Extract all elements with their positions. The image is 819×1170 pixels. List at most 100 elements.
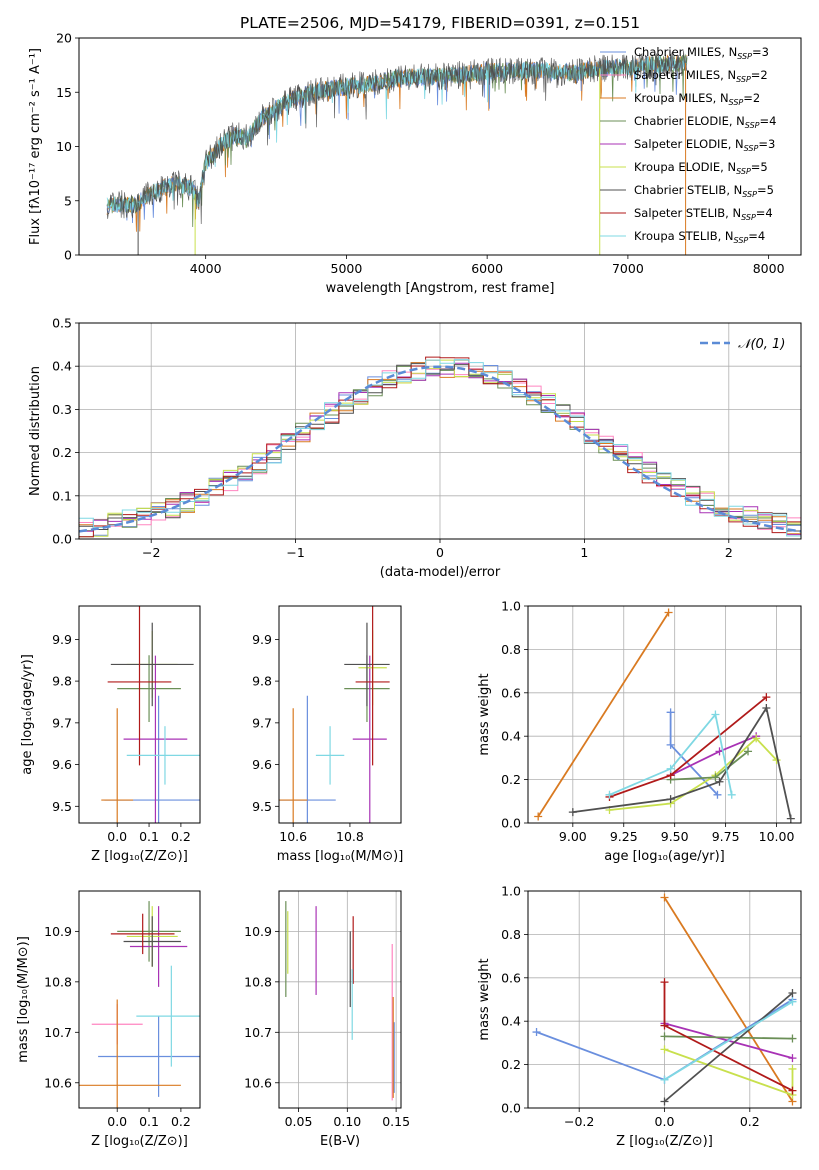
age-weight-marker bbox=[664, 608, 673, 617]
z-weight-ytick-label: 0.0 bbox=[501, 1101, 521, 1116]
legend-label: Salpeter ELODIE, NSSP=3 bbox=[634, 137, 775, 153]
mass-age-ytick-label: 9.9 bbox=[252, 632, 272, 647]
residuals-xtick-label: 1 bbox=[580, 545, 588, 560]
age-weight-ytick-label: 0.0 bbox=[501, 816, 521, 831]
ebv-mass-xtick-label: 0.10 bbox=[333, 1114, 361, 1129]
z-age-ytick-label: 9.7 bbox=[52, 715, 72, 730]
legend-label: Kroupa STELIB, NSSP=4 bbox=[634, 229, 765, 245]
residuals-xtick-label: −1 bbox=[286, 545, 304, 560]
z-weight-ylabel: mass weight bbox=[477, 958, 492, 1040]
age-weight-marker bbox=[666, 764, 675, 773]
mass-age-ytick-label: 9.8 bbox=[252, 674, 272, 689]
age-weight-xtick-label: 9.25 bbox=[610, 829, 638, 844]
z-mass-ytick-label: 10.6 bbox=[44, 1075, 72, 1090]
residuals-ytick-label: 0.0 bbox=[52, 532, 72, 547]
ebv-mass-ytick-label: 10.9 bbox=[244, 924, 272, 939]
age-weight-marker bbox=[762, 693, 771, 702]
z-mass-xtick-label: 0.0 bbox=[107, 1114, 127, 1129]
z-weight-marker bbox=[788, 1064, 797, 1073]
spectrum-xtick-label: 5000 bbox=[331, 261, 363, 276]
spectrum-xlabel: wavelength [Angstrom, rest frame] bbox=[326, 281, 555, 296]
mass-age-plot-area bbox=[279, 606, 390, 823]
age-weight-frame bbox=[527, 605, 802, 824]
residual-hist-salpeter-stelib bbox=[79, 356, 801, 538]
age-weight-marker bbox=[715, 777, 724, 786]
spectrum-ytick-label: 5 bbox=[64, 193, 72, 208]
residual-hist-chabrier-stelib bbox=[79, 363, 801, 532]
z-weight-marker bbox=[788, 997, 797, 1006]
z-weight-series-4 bbox=[664, 1035, 793, 1040]
residuals-xtick-label: −2 bbox=[142, 545, 160, 560]
z-weight-ytick-label: 0.2 bbox=[501, 1057, 521, 1072]
z-age-xtick-label: 0.1 bbox=[139, 829, 159, 844]
ebv-mass-ytick-label: 10.8 bbox=[244, 974, 272, 989]
mass-age-xlabel: mass [log₁₀(M/M⊙)] bbox=[277, 849, 404, 864]
spectrum-panel: 4000 5000 6000 7000 8000 0 5 10 15 20 wavelength [… bbox=[28, 14, 802, 296]
age-weight-marker bbox=[786, 814, 795, 823]
legend-label: Chabrier STELIB, NSSP=5 bbox=[634, 183, 774, 199]
age-weight-panel: 9.00 9.25 9.50 9.75 10.00 0.0 0.2 0.4 0.6 0.8 1.0 a… bbox=[477, 599, 802, 864]
z-age-panel: 0.0 0.1 0.2 9.5 9.6 9.7 9.8 9.9 Z [log₁₀(Z/Z⊙)] a… bbox=[20, 605, 201, 864]
age-weight-marker bbox=[711, 773, 720, 782]
age-weight-xlabel: age [log₁₀(age/yr)] bbox=[604, 849, 725, 864]
z-weight-ytick-label: 0.6 bbox=[501, 970, 521, 985]
residuals-ytick-label: 0.4 bbox=[52, 359, 72, 374]
age-weight-marker bbox=[568, 808, 577, 817]
legend-label: Kroupa ELODIE, NSSP=5 bbox=[634, 160, 768, 176]
spectrum-xtick-label: 8000 bbox=[753, 261, 785, 276]
legend-label: Kroupa MILES, NSSP=2 bbox=[634, 91, 760, 107]
z-mass-ytick-label: 10.7 bbox=[44, 1025, 72, 1040]
age-weight-marker bbox=[713, 790, 722, 799]
legend-label: Chabrier MILES, NSSP=3 bbox=[634, 45, 769, 61]
spectrum-ytick-label: 15 bbox=[56, 85, 72, 100]
age-weight-marker bbox=[711, 710, 720, 719]
residuals-panel: −2 −1 0 1 2 0.0 0.1 0.2 0.3 0.4 0.5 (data-model)/er… bbox=[28, 316, 802, 580]
z-age-ylabel: age [log₁₀(age/yr)] bbox=[20, 654, 35, 775]
age-weight-marker bbox=[727, 790, 736, 799]
z-mass-plot-area bbox=[79, 901, 200, 1108]
ebv-mass-frame bbox=[278, 890, 402, 1109]
ebv-mass-ytick-label: 10.6 bbox=[244, 1075, 272, 1090]
mass-age-ytick-label: 9.6 bbox=[252, 757, 272, 772]
z-weight-xtick-label: −0.2 bbox=[564, 1114, 594, 1129]
z-weight-ytick-label: 0.8 bbox=[501, 927, 521, 942]
z-age-xtick-label: 0.0 bbox=[107, 829, 127, 844]
mass-age-ytick-label: 9.5 bbox=[252, 799, 272, 814]
age-weight-marker bbox=[605, 790, 614, 799]
z-age-ytick-label: 9.6 bbox=[52, 757, 72, 772]
residuals-ytick-label: 0.1 bbox=[52, 488, 72, 503]
age-weight-xtick-label: 9.00 bbox=[559, 829, 587, 844]
z-weight-xtick-label: 0.0 bbox=[655, 1114, 675, 1129]
z-weight-ytick-label: 0.4 bbox=[501, 1014, 521, 1029]
z-mass-ylabel: mass [log₁₀(M/M⊙)] bbox=[16, 936, 31, 1063]
age-weight-ytick-label: 0.4 bbox=[501, 729, 521, 744]
residuals-xtick-label: 0 bbox=[436, 545, 444, 560]
ebv-mass-xlabel: E(B-V) bbox=[320, 1134, 360, 1149]
z-mass-ytick-label: 10.9 bbox=[44, 924, 72, 939]
mass-age-xtick-label: 10.8 bbox=[336, 829, 364, 844]
residuals-frame bbox=[78, 322, 802, 540]
z-mass-xtick-label: 0.2 bbox=[171, 1114, 191, 1129]
residuals-ytick-label: 0.3 bbox=[52, 402, 72, 417]
z-age-plot-area bbox=[101, 606, 200, 823]
ebv-mass-ytick-label: 10.7 bbox=[244, 1025, 272, 1040]
age-weight-ytick-label: 0.8 bbox=[501, 642, 521, 657]
z-weight-frame bbox=[527, 890, 802, 1109]
z-mass-xlabel: Z [log₁₀(Z/Z⊙)] bbox=[91, 1134, 188, 1149]
z-weight-plot-area bbox=[532, 893, 797, 1106]
spectrum-ytick-label: 10 bbox=[56, 139, 72, 154]
z-weight-ytick-label: 1.0 bbox=[501, 884, 521, 899]
age-weight-marker bbox=[744, 747, 753, 756]
ebv-mass-plot-area bbox=[285, 901, 395, 1101]
age-weight-xtick-label: 9.50 bbox=[661, 829, 689, 844]
residuals-xtick-label: 2 bbox=[725, 545, 733, 560]
residuals-ytick-label: 0.2 bbox=[52, 445, 72, 460]
ebv-mass-xtick-label: 0.15 bbox=[382, 1114, 410, 1129]
z-weight-marker bbox=[660, 893, 669, 902]
mass-age-frame bbox=[278, 605, 402, 824]
age-weight-series-0 bbox=[537, 612, 670, 817]
age-weight-marker bbox=[666, 795, 675, 804]
z-weight-panel: −0.2 0.0 0.2 0.0 0.2 0.4 0.6 0.8 1.0 Z [log₁₀(Z/Z… bbox=[477, 884, 802, 1149]
z-weight-marker bbox=[660, 1097, 669, 1106]
